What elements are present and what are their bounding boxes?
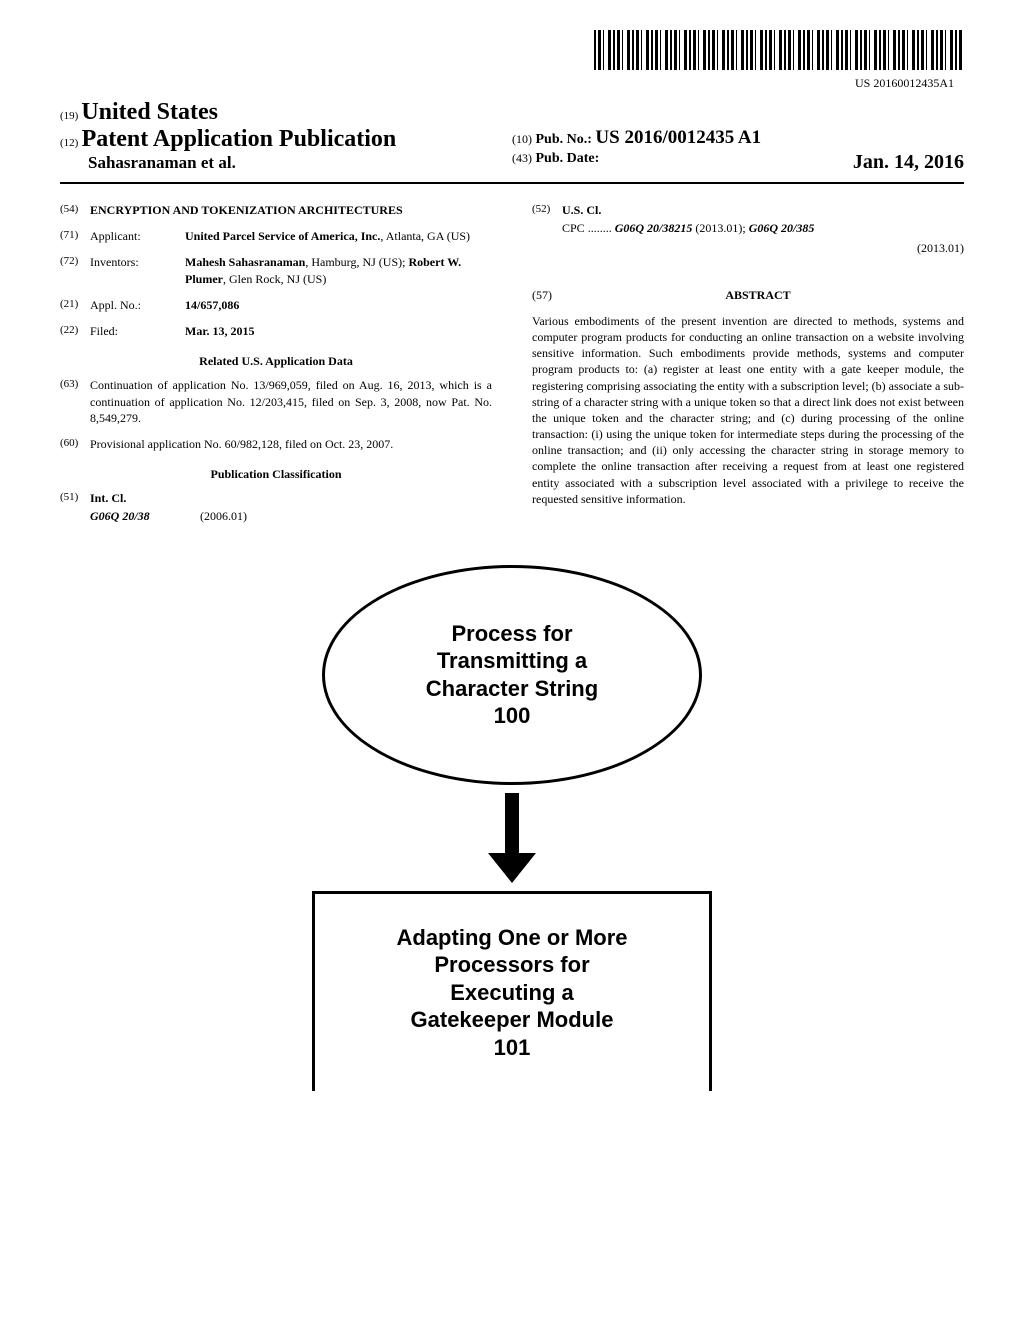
node1-ref: 100 bbox=[426, 702, 598, 730]
pub-type-num: (12) bbox=[60, 137, 78, 149]
figure-diagram: Process for Transmitting a Character Str… bbox=[60, 565, 964, 1092]
provisional-text: Provisional application No. 60/982,128, … bbox=[90, 436, 492, 452]
country-name: United States bbox=[81, 99, 218, 125]
inventor2-loc: , Glen Rock, NJ (US) bbox=[223, 272, 326, 286]
document-header: (19) United States (12) Patent Applicati… bbox=[60, 99, 964, 174]
prov-num: (60) bbox=[60, 436, 90, 452]
node2-line4: Gatekeeper Module bbox=[335, 1006, 689, 1034]
filed-num: (22) bbox=[60, 323, 90, 339]
intcl-label: Int. Cl. bbox=[90, 490, 492, 506]
pub-type: Patent Application Publication bbox=[82, 126, 397, 152]
right-column: (52) U.S. Cl. CPC ........ G06Q 20/38215… bbox=[532, 202, 964, 525]
cont-num: (63) bbox=[60, 377, 90, 426]
flowchart-arrow bbox=[488, 793, 536, 883]
applicant-name: United Parcel Service of America, Inc. bbox=[185, 229, 380, 243]
cpc1-date: (2013.01); bbox=[692, 221, 748, 235]
pub-no-label: Pub. No.: bbox=[536, 132, 592, 147]
authors: Sahasranaman et al. bbox=[60, 153, 512, 173]
barcode-number: US 20160012435A1 bbox=[60, 76, 954, 91]
bibliographic-columns: (54) ENCRYPTION AND TOKENIZATION ARCHITE… bbox=[60, 202, 964, 525]
abstract-num: (57) bbox=[532, 287, 552, 303]
pub-no-num: (10) bbox=[512, 132, 532, 146]
inventors-num: (72) bbox=[60, 254, 90, 286]
node1-line2: Transmitting a bbox=[426, 647, 598, 675]
left-column: (54) ENCRYPTION AND TOKENIZATION ARCHITE… bbox=[60, 202, 492, 525]
cpc-label: CPC bbox=[562, 221, 585, 235]
filed-label: Filed: bbox=[90, 323, 185, 339]
cpc-dots: ........ bbox=[585, 221, 615, 235]
node2-line3: Executing a bbox=[335, 979, 689, 1007]
applicant-loc: , Atlanta, GA (US) bbox=[380, 229, 470, 243]
appl-num-num: (21) bbox=[60, 297, 90, 313]
inventors-label: Inventors: bbox=[90, 254, 185, 286]
barcode-image bbox=[594, 30, 964, 70]
node2-ref: 101 bbox=[335, 1034, 689, 1062]
cpc2-date: (2013.01) bbox=[532, 240, 964, 256]
pub-date-label: Pub. Date: bbox=[536, 151, 600, 166]
intcl-code: G06Q 20/38 bbox=[90, 508, 200, 524]
intcl-date: (2006.01) bbox=[200, 508, 247, 524]
pub-date-num: (43) bbox=[512, 151, 532, 165]
pub-no: US 2016/0012435 A1 bbox=[595, 127, 761, 148]
uscl-num: (52) bbox=[532, 202, 562, 218]
title-num: (54) bbox=[60, 202, 90, 218]
cpc1: G06Q 20/38215 bbox=[615, 221, 693, 235]
node2-line1: Adapting One or More bbox=[335, 924, 689, 952]
applicant-label: Applicant: bbox=[90, 228, 185, 244]
applicant-num: (71) bbox=[60, 228, 90, 244]
barcode-section: US 20160012435A1 bbox=[60, 30, 964, 91]
country-num: (19) bbox=[60, 110, 78, 122]
inventor1-loc: , Hamburg, NJ (US); bbox=[305, 255, 408, 269]
abstract-heading: ABSTRACT bbox=[532, 287, 964, 303]
flowchart-process-node: Adapting One or More Processors for Exec… bbox=[312, 891, 712, 1092]
node1-line3: Character String bbox=[426, 675, 598, 703]
inventor1: Mahesh Sahasranaman bbox=[185, 255, 305, 269]
cpc2: G06Q 20/385 bbox=[749, 221, 815, 235]
invention-title: ENCRYPTION AND TOKENIZATION ARCHITECTURE… bbox=[90, 202, 492, 218]
flowchart-start-node: Process for Transmitting a Character Str… bbox=[322, 565, 702, 785]
pub-date: Jan. 14, 2016 bbox=[853, 151, 964, 174]
uscl-label: U.S. Cl. bbox=[562, 202, 964, 218]
classification-heading: Publication Classification bbox=[60, 466, 492, 482]
appl-num: 14/657,086 bbox=[185, 297, 492, 313]
abstract-text: Various embodiments of the present inven… bbox=[532, 313, 964, 507]
related-heading: Related U.S. Application Data bbox=[60, 353, 492, 369]
intcl-num: (51) bbox=[60, 490, 90, 506]
node1-line1: Process for bbox=[426, 620, 598, 648]
filed-date: Mar. 13, 2015 bbox=[185, 323, 492, 339]
continuation-text: Continuation of application No. 13/969,0… bbox=[90, 377, 492, 426]
header-divider bbox=[60, 182, 964, 184]
appl-num-label: Appl. No.: bbox=[90, 297, 185, 313]
node2-line2: Processors for bbox=[335, 951, 689, 979]
